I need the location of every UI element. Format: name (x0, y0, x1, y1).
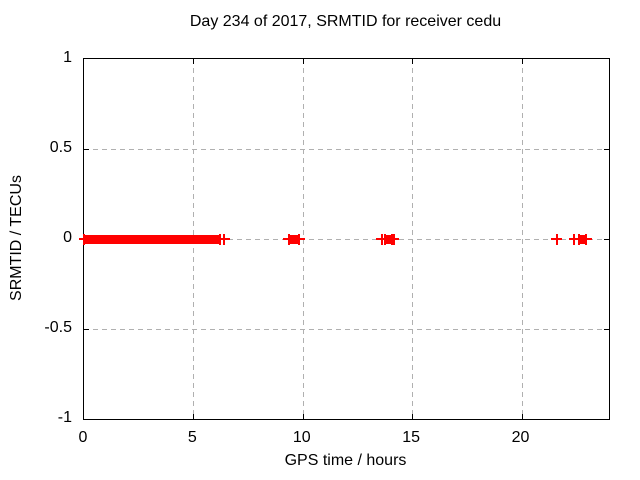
data-point-marker (580, 233, 592, 245)
x-tick-label: 15 (402, 429, 421, 446)
plus-vertical-stroke (555, 233, 558, 245)
chart-title: Day 234 of 2017, SRMTID for receiver ced… (189, 13, 502, 30)
y-tick-mark (604, 329, 609, 330)
data-point-marker (218, 233, 230, 245)
plus-vertical-stroke (392, 233, 395, 245)
x-tick-mark (302, 59, 304, 64)
y-tick-label: -0.5 (44, 319, 72, 336)
y-tick-label: 0.5 (49, 139, 72, 156)
plus-vertical-stroke (83, 233, 85, 245)
x-axis-label: GPS time / hours (284, 452, 407, 469)
data-point-marker (568, 233, 580, 245)
data-point-marker (551, 233, 562, 245)
y-tick-label: 0 (63, 229, 72, 246)
y-tick-mark (604, 149, 609, 150)
y-tick-label: -1 (57, 409, 72, 426)
plus-vertical-stroke (573, 233, 575, 245)
y-tick-mark (604, 239, 609, 240)
x-tick-mark (521, 59, 523, 64)
y-tick-mark (84, 149, 89, 150)
y-gridline (84, 329, 609, 330)
x-tick-mark (193, 414, 195, 419)
x-tick-mark (193, 59, 195, 64)
plus-vertical-stroke (380, 233, 383, 245)
x-tick-mark (412, 414, 414, 419)
x-tick-mark (302, 414, 304, 419)
data-point-marker (388, 233, 400, 245)
plus-vertical-stroke (585, 233, 588, 245)
data-point-marker (293, 233, 305, 245)
y-tick-label: 1 (63, 49, 72, 66)
y-tick-mark (84, 329, 89, 330)
plot-area (78, 58, 610, 420)
plus-vertical-stroke (298, 233, 301, 245)
x-tick-label: 5 (187, 429, 197, 446)
y-gridline (84, 149, 609, 150)
y-gridline (84, 239, 609, 240)
data-point-marker (78, 233, 90, 245)
x-tick-label: 0 (78, 429, 88, 446)
data-point-marker (283, 233, 295, 245)
x-tick-mark (521, 414, 523, 419)
plus-vertical-stroke (287, 233, 290, 245)
x-tick-label: 20 (511, 429, 530, 446)
plus-vertical-stroke (223, 233, 225, 245)
x-tick-mark (412, 59, 414, 64)
data-point-marker (376, 233, 387, 245)
data-band (84, 234, 220, 244)
x-tick-label: 10 (292, 429, 311, 446)
